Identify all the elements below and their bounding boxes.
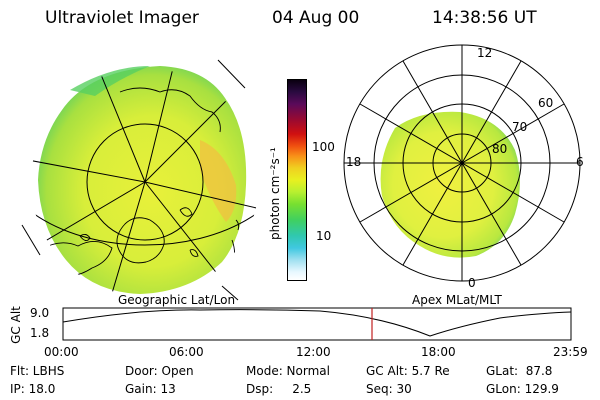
geo-coastline-siberia — [119, 87, 221, 133]
mlt-label-6: 6 — [576, 155, 584, 169]
timeline-xtick-1200: 12:00 — [296, 345, 331, 359]
colorbar — [287, 79, 307, 281]
geo-panel-label: Geographic Lat/Lon — [118, 293, 236, 307]
mlat-label-80: 80 — [492, 142, 508, 156]
status-gc-alt: GC Alt: 5.7 Re — [366, 364, 450, 378]
geo-meridian-1 — [94, 68, 146, 183]
orbit-altitude-plot — [62, 307, 572, 341]
geo-auroral-image — [38, 66, 247, 294]
timeline-xtick-0000: 00:00 — [44, 345, 79, 359]
status-dsp: Dsp: 2.5 — [246, 382, 312, 396]
geo-green-patch — [70, 66, 150, 96]
geo-meridian-6 — [109, 181, 146, 296]
mlt-label-12: 12 — [477, 46, 493, 60]
timeline-ytick-bottom: 1.8 — [30, 326, 50, 340]
status-seq: Seq: 30 — [366, 382, 412, 396]
colorbar-tick-10: 10 — [316, 229, 332, 243]
altitude-curve — [62, 309, 572, 337]
geo-lat-circle-outer — [31, 68, 259, 246]
geo-meridian-3 — [144, 91, 236, 183]
geo-meridian-4 — [144, 181, 259, 211]
mlat-label-60: 60 — [538, 96, 554, 110]
instrument-title: Ultraviolet Imager — [45, 8, 199, 28]
polar-mlat-mlt-panel — [343, 44, 581, 282]
geographic-map-panel — [21, 59, 259, 301]
polar-auroral-image — [380, 111, 520, 258]
colorbar-label: photon cm⁻²s⁻¹ — [268, 147, 282, 240]
status-filter: Flt: LBHS — [10, 364, 65, 378]
geo-meridian-2 — [144, 68, 176, 183]
status-door: Door: Open — [125, 364, 194, 378]
geo-meridian-8 — [31, 159, 146, 183]
status-ip: IP: 18.0 — [10, 382, 56, 396]
geo-lat-circle-inner — [86, 123, 204, 241]
timeline-ytick-top: 9.0 — [30, 306, 50, 320]
mlt-label-0: 0 — [468, 276, 476, 290]
polar-spoke-4 — [359, 103, 565, 223]
status-glon: GLon: 129.9 — [486, 382, 559, 396]
timeline-frame — [62, 307, 572, 341]
geo-edge-lines — [21, 59, 246, 301]
timeline-xtick-1800: 18:00 — [421, 345, 456, 359]
timeline-ylabel: GC Alt — [9, 306, 23, 344]
colorbar-tick-100: 100 — [312, 140, 335, 154]
status-glat: GLat: 87.8 — [486, 364, 553, 378]
timeline-xtick-2359: 23:59 — [553, 345, 588, 359]
status-mode: Mode: Normal — [246, 364, 330, 378]
geo-meridian-7 — [31, 181, 146, 251]
mlt-label-18: 18 — [346, 155, 362, 169]
image-date: 04 Aug 00 — [272, 8, 360, 28]
image-time: 14:38:56 UT — [432, 8, 537, 28]
mlat-label-70: 70 — [512, 120, 528, 134]
status-gain: Gain: 13 — [125, 382, 176, 396]
geo-coastline-islands — [79, 207, 199, 257]
timeline-xtick-0600: 06:00 — [169, 345, 204, 359]
polar-panel-label: Apex MLat/MLT — [412, 293, 502, 307]
geo-coastline-greenland — [116, 217, 165, 264]
